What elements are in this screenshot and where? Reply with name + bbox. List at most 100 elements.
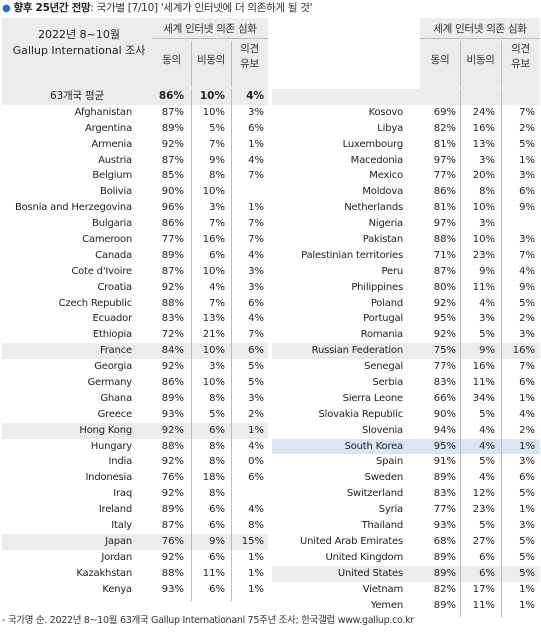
agree-value: 83% (161, 313, 184, 325)
disagree-value: 10% (202, 377, 225, 389)
agree-value: 69% (433, 106, 456, 118)
reserve-value: 6% (248, 122, 264, 134)
country-name: Romania (360, 329, 404, 341)
disagree-value: 10% (202, 265, 225, 277)
country-name: Ethiopia (92, 329, 132, 341)
country-name: Portugal (363, 313, 403, 325)
table-row: Vietnam 82% 17% 1% (272, 582, 540, 598)
country-name: Serbia (372, 377, 403, 389)
col-reserve-line2: 유보 (240, 58, 259, 70)
table-row: Portugal 95% 3% 2% (272, 311, 540, 327)
reserve-value: 7% (519, 106, 535, 118)
bullet-icon: ● (2, 3, 11, 14)
header-divider (231, 41, 232, 87)
table-row: Senegal 77% 16% 7% (272, 359, 540, 375)
country-name: Germany (87, 377, 132, 389)
agree-value: 87% (161, 106, 184, 118)
reserve-value: 6% (519, 377, 535, 389)
table-row: Ireland 89% 6% 4% (2, 502, 268, 518)
disagree-value: 5% (479, 408, 495, 420)
country-name: Thailand (361, 520, 404, 532)
country-name: Bosnia and Herzegovina (14, 202, 132, 214)
agree-value: 97% (433, 154, 456, 166)
reserve-value: 3% (248, 265, 264, 277)
disagree-value: 16% (202, 234, 225, 246)
table-row: Thailand 93% 5% 3% (272, 518, 540, 534)
country-name: Jordan (101, 551, 132, 563)
column-divider (501, 89, 502, 617)
country-name: Sweden (364, 472, 404, 484)
agree-value: 92% (161, 361, 184, 373)
agree-value: 89% (433, 551, 456, 563)
table-row: Spain 91% 5% 3% (272, 454, 540, 470)
table-row: Afghanistan 87% 10% 3% (2, 105, 268, 121)
col-agree-header: 동의 (430, 54, 450, 66)
reserve-value: 5% (519, 138, 535, 150)
table-row: Sierra Leone 66% 34% 1% (272, 391, 540, 407)
table-row: Slovenia 94% 4% 2% (272, 423, 540, 439)
reserve-value: 5% (519, 567, 535, 579)
agree-value: 84% (161, 345, 184, 357)
table-row: Switzerland 83% 12% 5% (272, 486, 540, 502)
agree-value: 92% (161, 138, 184, 150)
right-table: 세계 인터넷 의존 심화 동의 비동의 의견 유보 Kosovo 69% 24% 7%… (272, 18, 540, 617)
col-reserve-line1: 의견 (511, 43, 530, 55)
country-name: Mexico (369, 170, 403, 182)
country-name: Macedonia (350, 154, 404, 166)
reserve-value: 15% (241, 535, 264, 547)
disagree-value: 4% (479, 424, 495, 436)
country-name: Syria (378, 504, 403, 516)
header-divider (501, 41, 502, 87)
disagree-value: 5% (479, 329, 495, 341)
disagree-value: 8% (209, 170, 225, 182)
agree-value: 92% (161, 551, 184, 563)
country-name: Netherlands (344, 202, 403, 214)
left-rows: Afghanistan 87% 10% 3% Argentina 89% 5% 6% Armen… (2, 105, 268, 598)
disagree-value: 13% (472, 138, 495, 150)
reserve-value: 2% (248, 408, 264, 420)
country-name: Czech Republic (58, 297, 133, 309)
disagree-value: 6% (209, 504, 225, 516)
reserve-value: 4% (519, 265, 535, 277)
table-row: Syria 77% 23% 1% (272, 502, 540, 518)
table-row: Hong Kong 92% 6% 1% (2, 422, 268, 439)
column-divider (191, 89, 192, 601)
agree-value: 86% (161, 377, 184, 389)
country-name: Ecuador (92, 313, 133, 325)
table-row: Peru 87% 9% 4% (272, 264, 540, 280)
reserve-value: 1% (248, 424, 264, 436)
table-row: Mexico 77% 20% 3% (272, 168, 540, 184)
table-row: Indonesia 76% 18% 6% (2, 470, 268, 486)
disagree-value: 6% (209, 583, 225, 595)
reserve-value: 16% (512, 345, 535, 357)
disagree-value: 6% (479, 551, 495, 563)
agree-value: 80% (433, 281, 456, 293)
reserve-value: 5% (519, 297, 535, 309)
country-name: Hong Kong (79, 424, 132, 436)
table-row: Moldova 86% 8% 6% (272, 184, 540, 200)
survey-caption: 2022년 8~10월 Gallup International 조사 (2, 27, 156, 59)
agree-value: 81% (433, 138, 456, 150)
agree-value: 77% (433, 170, 456, 182)
table-row: Macedonia 97% 3% 1% (272, 153, 540, 169)
table-row: Ethiopia 72% 21% 7% (2, 327, 268, 343)
col-reserve-header: 의견 유보 (501, 42, 540, 72)
reserve-value: 1% (519, 154, 535, 166)
survey-caption-org: Gallup International 조사 (12, 44, 146, 57)
country-name: Italy (111, 520, 132, 532)
country-name: Kosovo (368, 106, 404, 118)
agree-value: 75% (433, 345, 456, 357)
agree-value: 72% (161, 329, 184, 341)
agree-value: 89% (161, 392, 184, 404)
reserve-value: 7% (248, 234, 264, 246)
agree-value: 89% (161, 249, 184, 261)
disagree-value: 3% (209, 361, 225, 373)
survey-caption-date: 2022년 8~10월 (38, 28, 120, 41)
disagree-value: 6% (209, 520, 225, 532)
reserve-value: 9% (519, 281, 535, 293)
agree-value: 86% (161, 218, 184, 230)
disagree-value: 27% (472, 535, 495, 547)
disagree-value: 11% (202, 567, 225, 579)
col-reserve-header: 의견 유보 (231, 42, 268, 72)
reserve-value: 6% (248, 297, 264, 309)
